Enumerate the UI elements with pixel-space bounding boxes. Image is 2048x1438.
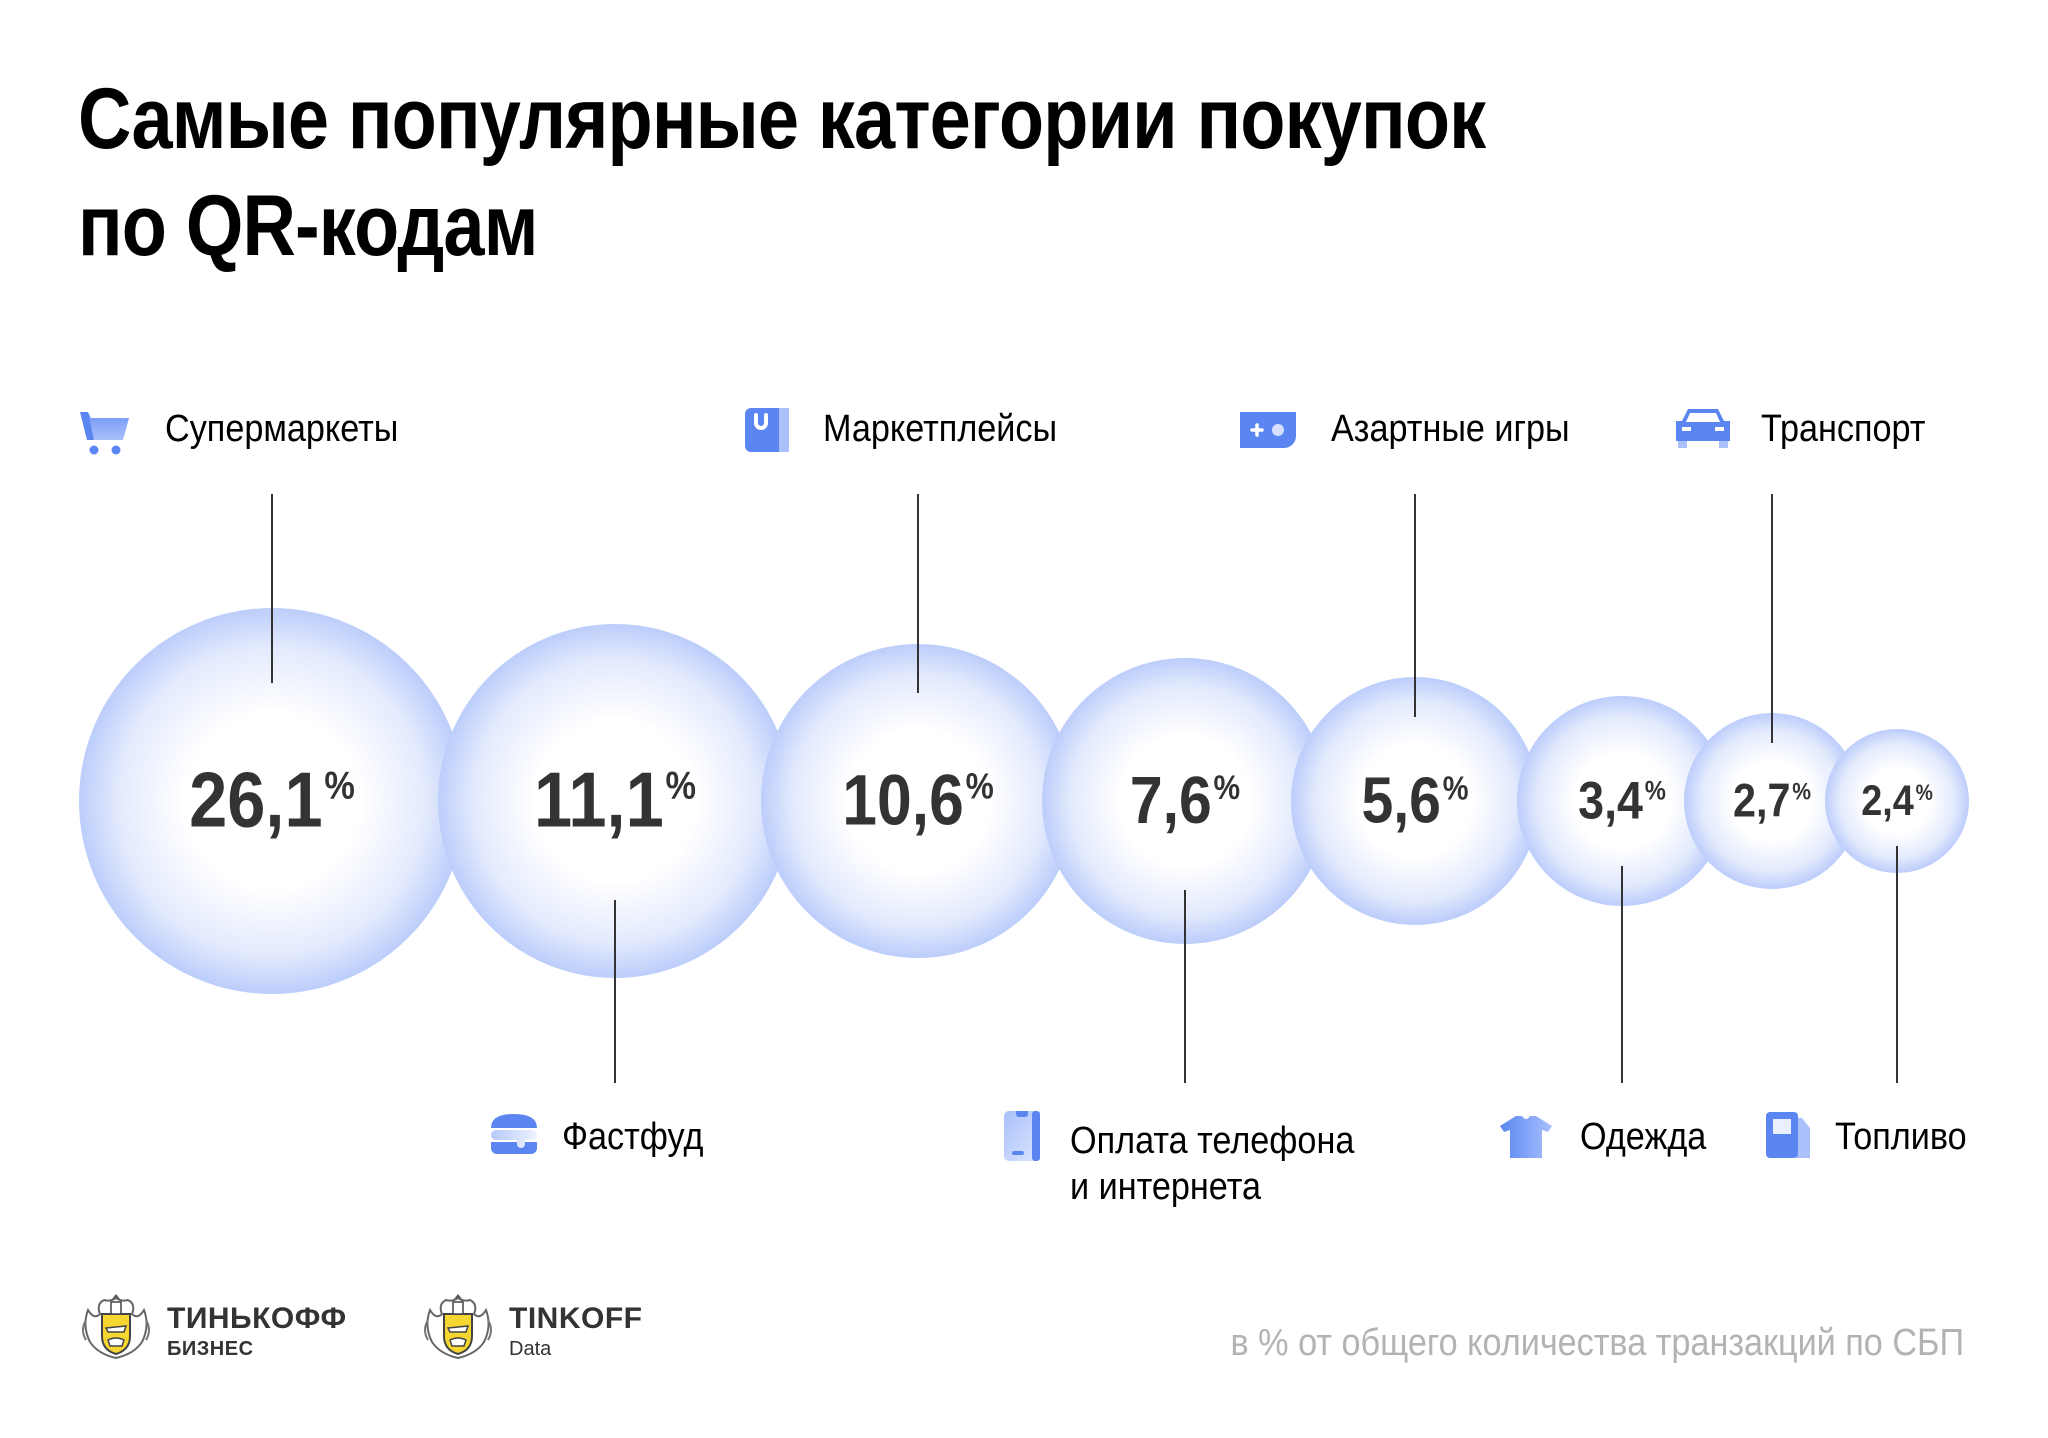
tshirt-icon — [1500, 1116, 1552, 1163]
category-label: Одежда — [1580, 1118, 1706, 1156]
percent-sign: % — [324, 764, 355, 808]
category-label-line: Транспорт — [1761, 408, 1926, 450]
car-icon — [1676, 407, 1730, 454]
bubble-6 — [1517, 696, 1727, 906]
category-label-line: Азартные игры — [1331, 408, 1570, 450]
percent-sign: % — [1916, 781, 1933, 805]
bubble-2 — [438, 624, 792, 978]
phone-icon — [1004, 1111, 1040, 1166]
category-label-line: и интернета — [1070, 1166, 1261, 1208]
value-number: 3,4 — [1578, 771, 1643, 830]
category-label: Топливо — [1835, 1118, 1967, 1156]
page-title-line-2: по QR-кодам — [78, 178, 538, 274]
tinkoff-emblem-icon — [424, 1294, 492, 1360]
value-label: 11,1% — [534, 756, 696, 844]
percent-sign: % — [1645, 776, 1666, 806]
category-label: Маркетплейсы — [823, 410, 1057, 448]
leader-lines-group — [271, 494, 1898, 1083]
category-label-line: Маркетплейсы — [823, 408, 1058, 450]
logo-tinkoff-business: ТИНЬКОФФ БИЗНЕС — [78, 1290, 378, 1362]
percent-sign: % — [966, 767, 994, 807]
logo-brand-text: ТИНЬКОФФ — [167, 1302, 347, 1335]
bubbles-group — [79, 608, 1969, 994]
value-labels-group: 26,1% 11,1% 10,6% 7,6% 5,6% 3,4% 2,7% 2,4% — [189, 756, 1933, 844]
category-label: Оплата телефона и интернета — [1070, 1118, 1354, 1210]
percent-sign: % — [1214, 768, 1241, 806]
page-title-line-1: Самые популярные категории покупок — [78, 71, 1486, 167]
logo-brand-text: TINKOFF — [509, 1302, 643, 1335]
tinkoff-emblem-icon — [82, 1294, 150, 1360]
percent-sign: % — [666, 764, 697, 808]
category-label: Супермаркеты — [165, 410, 398, 448]
category-label-line: Топливо — [1835, 1116, 1967, 1158]
value-label: 3,4% — [1578, 771, 1666, 830]
value-label: 10,6% — [842, 761, 994, 841]
burger-icon — [491, 1114, 537, 1159]
bubble-4 — [1042, 658, 1328, 944]
bubble-5 — [1291, 677, 1539, 925]
value-number: 26,1 — [189, 756, 323, 844]
value-label: 5,6% — [1361, 764, 1468, 836]
percent-sign: % — [1443, 770, 1469, 807]
value-number: 5,6 — [1361, 764, 1441, 836]
value-label: 2,7% — [1733, 775, 1811, 827]
category-label-line: Одежда — [1580, 1116, 1707, 1158]
value-label: 2,4% — [1861, 776, 1933, 825]
category-label-line: Оплата телефона — [1070, 1120, 1355, 1162]
bubble-3 — [761, 644, 1075, 958]
footnote: в % от общего количества транзакций по С… — [1230, 1322, 1964, 1364]
value-number: 2,4 — [1861, 776, 1914, 825]
value-number: 2,7 — [1733, 775, 1790, 827]
category-label-line: Супермаркеты — [165, 408, 399, 450]
category-label-line: Фастфуд — [562, 1116, 704, 1158]
value-label: 7,6% — [1130, 764, 1240, 838]
bubble-1 — [79, 608, 465, 994]
gamepad-icon — [1240, 412, 1296, 453]
bubble-7 — [1684, 713, 1860, 889]
value-label: 26,1% — [189, 756, 355, 844]
logo-sub-text: Data — [509, 1338, 552, 1360]
value-number: 10,6 — [842, 761, 964, 841]
percent-sign: % — [1792, 778, 1811, 805]
cart-icon — [78, 410, 132, 461]
value-number: 11,1 — [534, 756, 664, 844]
category-label: Транспорт — [1761, 410, 1925, 448]
category-label: Азартные игры — [1331, 410, 1570, 448]
bubble-8 — [1825, 729, 1969, 873]
fuel-pump-icon — [1766, 1112, 1812, 1163]
logo-tinkoff-data: TINKOFF Data — [420, 1290, 680, 1362]
category-label: Фастфуд — [562, 1118, 703, 1156]
logo-sub-text: БИЗНЕС — [167, 1338, 254, 1360]
value-number: 7,6 — [1130, 764, 1212, 838]
shopping-bag-icon — [745, 408, 789, 457]
